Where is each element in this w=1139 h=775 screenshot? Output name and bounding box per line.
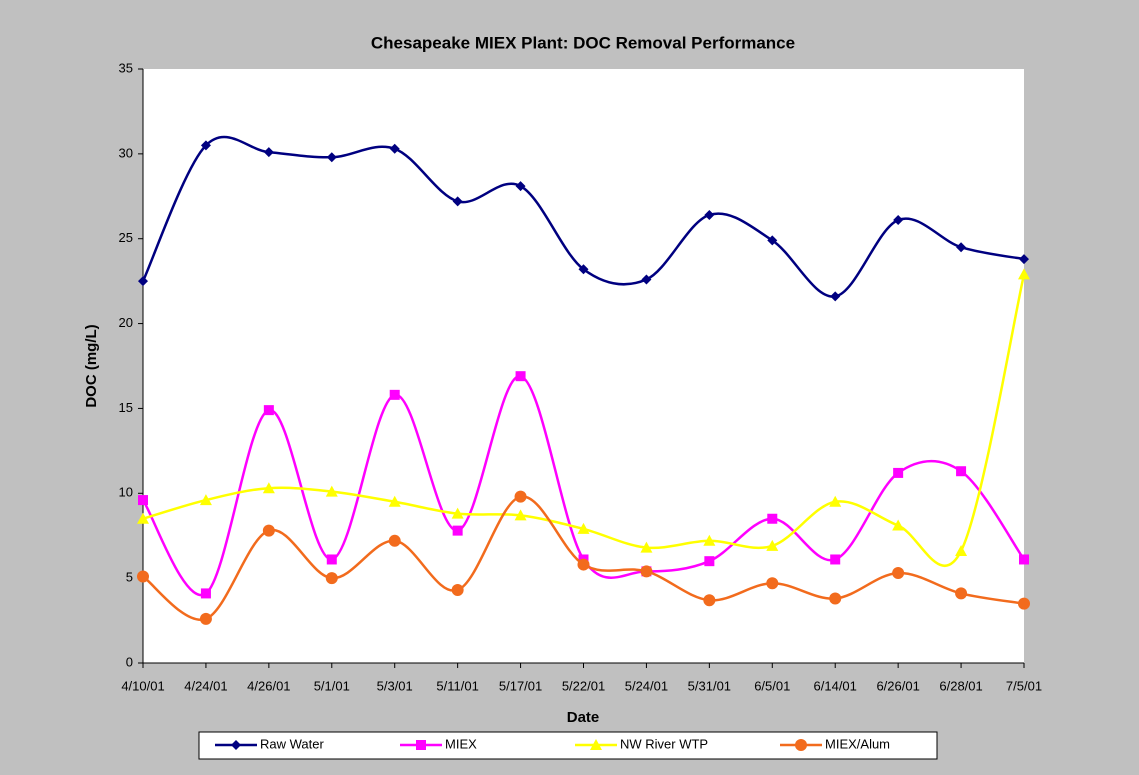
- marker: [578, 264, 589, 275]
- marker: [231, 740, 241, 750]
- marker: [956, 242, 967, 253]
- y-tick-label: 20: [119, 315, 133, 330]
- marker: [325, 485, 338, 497]
- marker: [577, 522, 590, 534]
- y-tick-label: 0: [126, 654, 133, 669]
- legend-label: NW River WTP: [620, 736, 708, 751]
- marker: [640, 565, 653, 578]
- marker: [1019, 254, 1029, 265]
- y-axis-label: DOC (mg/L): [83, 324, 100, 407]
- x-tick-label: 5/3/01: [377, 678, 413, 693]
- marker: [515, 371, 526, 382]
- marker: [703, 534, 716, 546]
- marker: [703, 594, 716, 607]
- x-tick-label: 5/31/01: [688, 678, 731, 693]
- y-tick-label: 35: [119, 60, 133, 75]
- marker: [514, 509, 527, 521]
- x-tick-label: 4/26/01: [247, 678, 290, 693]
- marker: [640, 541, 653, 553]
- marker: [766, 577, 779, 590]
- marker: [389, 143, 400, 154]
- marker: [892, 519, 905, 531]
- marker: [262, 524, 275, 537]
- x-tick-label: 6/14/01: [814, 678, 857, 693]
- y-tick-label: 25: [119, 230, 133, 245]
- marker: [1018, 268, 1030, 280]
- marker: [326, 152, 337, 163]
- legend-label: Raw Water: [260, 736, 324, 751]
- marker: [641, 274, 652, 285]
- marker: [829, 592, 842, 605]
- marker: [388, 534, 401, 547]
- x-tick-label: 7/5/01: [1006, 678, 1042, 693]
- marker: [893, 215, 904, 226]
- legend-label: MIEX: [445, 736, 477, 751]
- marker: [389, 389, 400, 400]
- legend-label: MIEX/Alum: [825, 736, 890, 751]
- marker: [577, 558, 590, 571]
- marker: [199, 494, 212, 506]
- x-tick-label: 5/22/01: [562, 678, 605, 693]
- marker: [955, 587, 968, 600]
- marker: [893, 467, 904, 478]
- x-tick-label: 5/24/01: [625, 678, 668, 693]
- marker: [137, 512, 149, 524]
- y-tick-label: 10: [119, 485, 133, 500]
- marker: [451, 507, 464, 519]
- marker: [452, 525, 463, 536]
- marker: [514, 490, 527, 503]
- marker: [767, 513, 778, 524]
- marker: [200, 140, 211, 151]
- chart-title: Chesapeake MIEX Plant: DOC Removal Perfo…: [371, 33, 795, 52]
- marker: [590, 739, 602, 750]
- marker: [138, 495, 148, 506]
- marker: [137, 570, 149, 583]
- x-tick-label: 6/5/01: [754, 678, 790, 693]
- marker: [955, 544, 968, 556]
- marker: [416, 740, 426, 750]
- marker: [262, 482, 275, 494]
- y-tick-label: 15: [119, 400, 133, 415]
- x-tick-label: 5/17/01: [499, 678, 542, 693]
- y-tick-label: 30: [119, 145, 133, 160]
- x-tick-label: 6/28/01: [939, 678, 982, 693]
- marker: [830, 291, 841, 302]
- marker: [892, 567, 905, 580]
- marker: [326, 554, 337, 565]
- marker: [767, 235, 778, 246]
- marker: [138, 276, 148, 287]
- marker: [704, 556, 715, 567]
- series-line: [142, 274, 1026, 568]
- marker: [1018, 597, 1030, 610]
- x-tick-label: 4/24/01: [184, 678, 227, 693]
- marker: [452, 196, 463, 207]
- marker: [200, 588, 211, 599]
- x-tick-label: 5/1/01: [314, 678, 350, 693]
- marker: [956, 466, 967, 477]
- marker: [199, 612, 212, 625]
- marker: [766, 539, 779, 551]
- x-tick-label: 5/11/01: [436, 678, 478, 693]
- marker: [388, 495, 401, 507]
- y-tick-label: 5: [126, 570, 133, 585]
- marker: [263, 147, 274, 158]
- marker: [451, 584, 464, 597]
- marker: [795, 739, 807, 751]
- marker: [325, 572, 338, 585]
- x-axis-label: Date: [567, 709, 600, 726]
- marker: [829, 495, 842, 507]
- marker: [263, 405, 274, 416]
- marker: [515, 181, 526, 192]
- marker: [830, 554, 841, 565]
- marker: [1019, 554, 1029, 565]
- marker: [704, 209, 715, 220]
- x-tick-label: 4/10/01: [121, 678, 164, 693]
- x-tick-label: 6/26/01: [876, 678, 919, 693]
